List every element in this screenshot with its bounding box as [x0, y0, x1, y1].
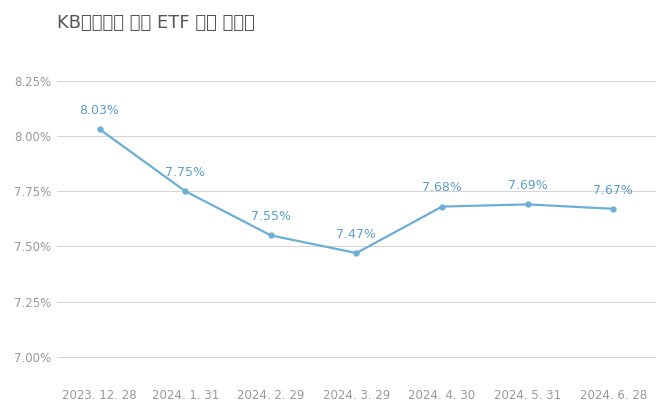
Text: 7.55%: 7.55% [251, 210, 291, 223]
Text: 7.47%: 7.47% [336, 228, 377, 241]
Text: 7.68%: 7.68% [422, 181, 462, 194]
Text: 8.03%: 8.03% [80, 104, 119, 117]
Text: KB자산운용 월별 ETF 시장 점유율: KB자산운용 월별 ETF 시장 점유율 [57, 14, 255, 32]
Text: 7.75%: 7.75% [165, 166, 205, 179]
Text: 7.67%: 7.67% [594, 183, 633, 197]
Text: 7.69%: 7.69% [508, 179, 547, 192]
